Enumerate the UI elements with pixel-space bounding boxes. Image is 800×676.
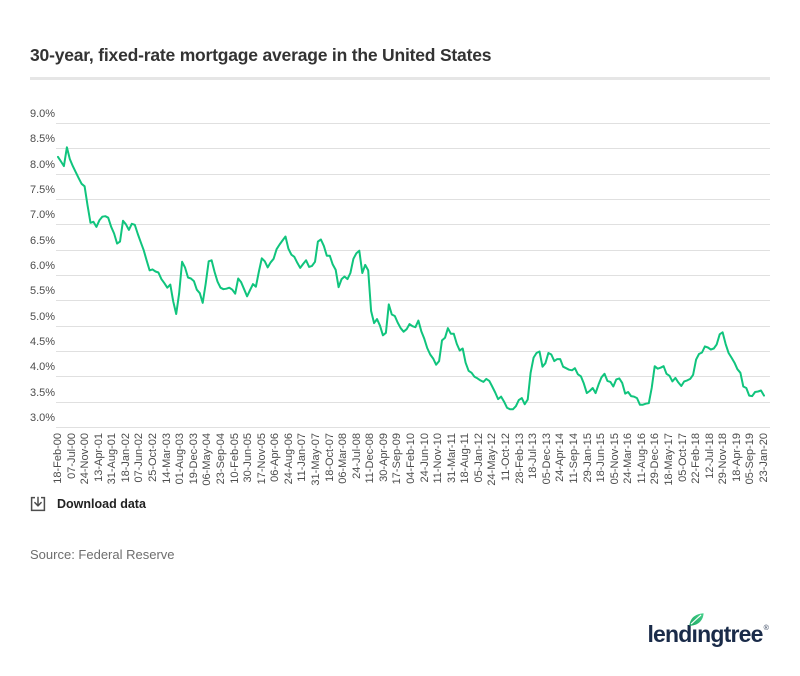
logo-text-i: ı (691, 621, 698, 647)
x-tick-label: 01-Aug-03 (174, 433, 187, 485)
lendingtree-logo[interactable]: lend ı ngtree ® (647, 613, 769, 648)
download-data-button[interactable]: Download data (30, 496, 146, 512)
chart-title: 30-year, fixed-rate mortgage average in … (30, 45, 492, 65)
gridline (56, 427, 770, 428)
x-tick-label: 24-Jul-08 (350, 433, 363, 479)
x-tick-label: 07-Jul-00 (65, 433, 78, 479)
x-tick-label: 24-Apr-14 (554, 433, 567, 482)
gridline (56, 173, 770, 175)
x-tick-label: 11-Dec-08 (364, 433, 377, 484)
x-tick-label: 30-Jun-05 (242, 433, 255, 483)
x-tick-label: 05-Jan-12 (472, 433, 485, 483)
gridline (56, 249, 770, 251)
y-tick-label: 9.0% (30, 108, 56, 120)
x-tick-label: 22-Feb-18 (690, 433, 703, 484)
gridline (56, 199, 770, 200)
gridline (56, 275, 770, 276)
y-tick-label: 6.0% (30, 260, 56, 272)
x-tick-label: 18-Feb-00 (52, 433, 64, 484)
x-tick-label: 06-May-04 (201, 433, 214, 486)
x-tick-label: 18-Jun-15 (595, 433, 608, 483)
x-tick-label: 11-Aug-16 (635, 433, 648, 484)
x-tick-label: 24-Jun-10 (418, 433, 431, 483)
x-tick-label: 13-Apr-01 (92, 433, 105, 482)
y-tick-label: 8.0% (30, 158, 56, 171)
x-tick-label: 29-Nov-18 (717, 433, 730, 485)
download-data-label: Download data (57, 497, 146, 511)
y-tick-label: 6.5% (30, 234, 56, 247)
leaf-icon (688, 613, 704, 626)
x-tick-label: 31-Mar-11 (445, 433, 458, 483)
x-tick-label: 18-Oct-07 (323, 433, 336, 482)
x-tick-label: 30-Apr-09 (377, 433, 390, 482)
logo-text-ngtree: ngtree (697, 621, 763, 647)
x-tick-label: 19-Dec-03 (187, 433, 200, 485)
gridline (56, 401, 770, 403)
x-tick-label: 29-Dec-16 (649, 433, 662, 485)
y-tick-label: 4.0% (30, 361, 56, 374)
x-tick-label: 05-Dec-13 (540, 433, 553, 485)
x-tick-label: 25-Oct-02 (147, 433, 160, 482)
gridline (56, 351, 770, 352)
x-tick-label: 05-Oct-17 (676, 433, 689, 482)
x-tick-label: 06-Mar-08 (337, 433, 350, 484)
logo-text-lend: lend (647, 621, 692, 647)
y-tick-label: 5.5% (30, 285, 56, 298)
x-tick-label: 07-Jun-02 (133, 433, 146, 483)
x-tick-label: 06-Apr-06 (269, 433, 282, 482)
logo-i-with-leaf: ı (688, 613, 704, 648)
x-tick-label: 23-Jan-20 (758, 433, 770, 483)
x-tick-label: 17-Sep-09 (391, 433, 404, 485)
gridline (56, 224, 770, 226)
y-tick-label: 7.0% (30, 209, 56, 222)
download-icon (30, 496, 46, 512)
rate-line (57, 146, 765, 411)
x-tick-label: 18-Jan-02 (119, 433, 132, 483)
x-tick-label: 17-Nov-05 (255, 433, 268, 485)
x-tick-label: 24-May-12 (486, 433, 499, 486)
y-tick-label: 4.5% (30, 336, 56, 348)
x-tick-label: 18-Jul-13 (527, 433, 540, 479)
x-tick-label: 24-Nov-00 (79, 433, 92, 485)
x-tick-label: 11-Oct-12 (500, 433, 513, 482)
y-tick-label: 5.0% (30, 310, 56, 323)
x-tick-label: 18-Apr-19 (730, 433, 743, 482)
x-tick-label: 11-Nov-10 (432, 433, 445, 484)
y-tick-label: 3.5% (30, 386, 56, 399)
title-divider (30, 77, 770, 80)
gridline (56, 376, 770, 378)
x-tick-label: 18-May-17 (662, 433, 675, 486)
gridline (56, 300, 770, 302)
x-tick-label: 05-Sep-19 (744, 433, 757, 485)
source-attribution: Source: Federal Reserve (30, 547, 175, 562)
x-tick-label: 04-Feb-10 (405, 433, 417, 484)
x-tick-label: 28-Feb-13 (513, 433, 526, 484)
y-tick-label: 3.0% (30, 412, 56, 424)
x-tick-label: 23-Sep-04 (214, 433, 227, 485)
x-tick-label: 24-Aug-06 (282, 433, 295, 485)
gridline (56, 148, 770, 150)
y-tick-label: 7.5% (30, 184, 56, 196)
x-tick-label: 10-Feb-05 (228, 433, 241, 484)
registered-mark: ® (763, 625, 769, 632)
x-tick-label: 11-Jan-07 (296, 433, 309, 482)
y-tick-label: 8.5% (30, 133, 56, 146)
x-tick-label: 05-Nov-15 (608, 433, 621, 485)
x-tick-label: 18-Aug-11 (459, 433, 472, 484)
x-tick-label: 11-Sep-14 (567, 433, 580, 484)
x-tick-label: 31-May-07 (309, 433, 322, 486)
x-tick-label: 29-Jan-15 (581, 433, 594, 483)
gridline (56, 123, 770, 124)
x-tick-label: 12-Jul-18 (703, 433, 716, 479)
x-tick-label: 31-Aug-01 (106, 433, 119, 485)
x-tick-label: 24-Mar-16 (622, 433, 635, 484)
x-tick-label: 14-Mar-03 (160, 433, 173, 484)
